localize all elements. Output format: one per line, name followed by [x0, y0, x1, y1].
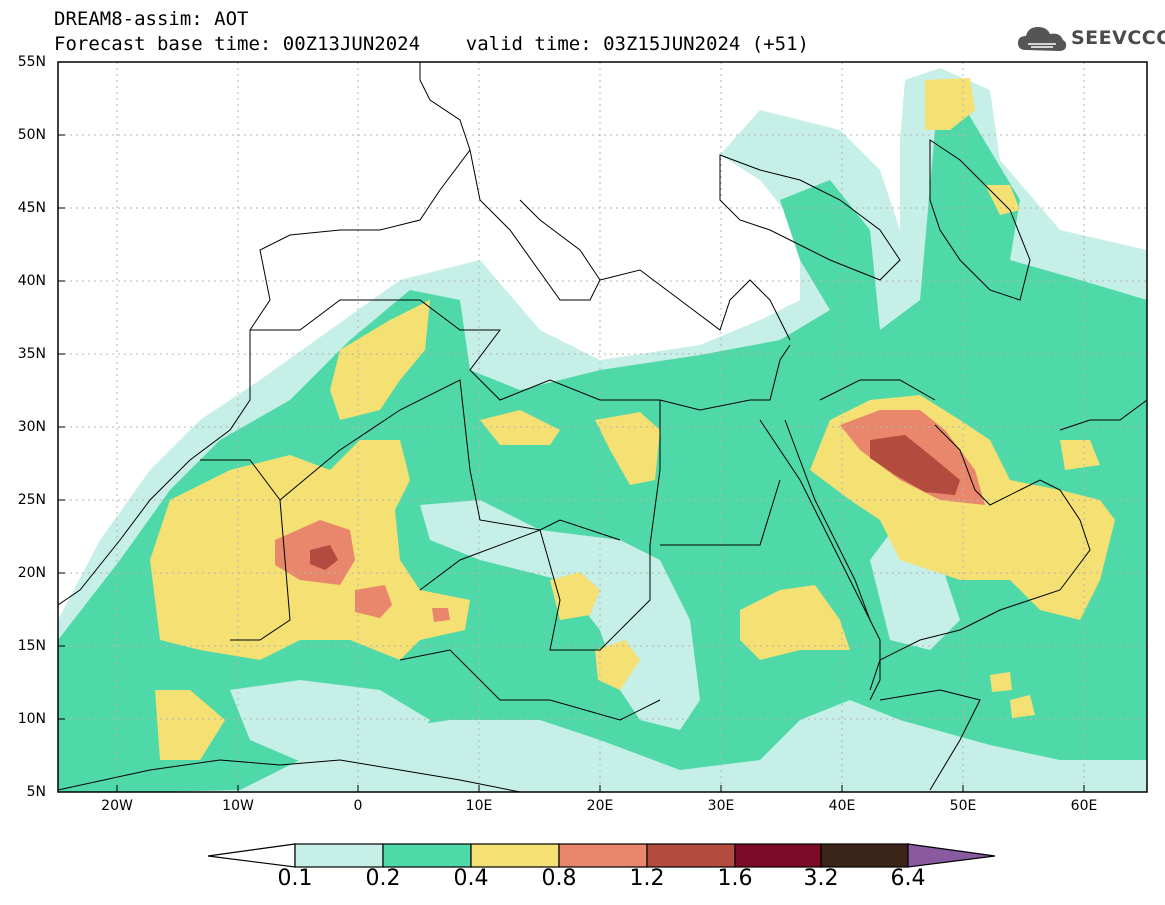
graticule	[58, 62, 1147, 792]
colorbar-label: 0.2	[365, 866, 401, 891]
colorbar-segment	[470, 843, 560, 868]
colorbar-segment	[382, 843, 472, 868]
lat-label: 15N	[17, 638, 46, 654]
aot-band-yellow	[595, 640, 640, 690]
axis-ticks	[58, 61, 1085, 793]
lat-label: 10N	[17, 711, 46, 727]
aot-band-yellow	[740, 585, 850, 660]
colorbar-low-arrow	[207, 843, 296, 868]
lat-label: 25N	[17, 492, 46, 508]
aot-band-darkred	[310, 545, 338, 570]
aot-band-yellow	[990, 672, 1012, 692]
aot-band-yellow	[595, 412, 660, 485]
colorbar-label: 6.4	[890, 866, 926, 891]
lat-label: 30N	[17, 419, 46, 435]
lat-label: 20N	[17, 565, 46, 581]
aot-band-salmon	[355, 585, 392, 618]
lon-label: 10W	[222, 798, 254, 814]
colorbar-segment	[820, 843, 909, 868]
logo-text: SEEVCCC	[1071, 27, 1165, 49]
lat-label: 35N	[17, 346, 46, 362]
lat-label: 50N	[17, 127, 46, 143]
lat-label: 5N	[26, 784, 46, 800]
colorbar	[207, 843, 996, 868]
lon-label: 40E	[828, 798, 856, 814]
lon-label: 50E	[949, 798, 977, 814]
lat-label: 40N	[17, 273, 46, 289]
aot-band-yellow	[985, 185, 1020, 215]
colorbar-segment	[294, 843, 384, 868]
aot-band-salmon	[432, 608, 450, 622]
lon-label: 30E	[707, 798, 735, 814]
lon-label: 20W	[101, 798, 133, 814]
lat-label: 55N	[17, 54, 46, 70]
colorbar-segment	[558, 843, 648, 868]
seevccc-logo: SEEVCCC	[1016, 22, 1165, 58]
lon-label: 10E	[465, 798, 493, 814]
aot-band-yellow	[1010, 695, 1035, 718]
colorbar-label: 0.4	[453, 866, 489, 891]
colorbar-segment	[646, 843, 736, 868]
colorbar-high-arrow	[907, 843, 996, 868]
aot-field	[58, 68, 1147, 792]
colorbar-segment	[734, 843, 822, 868]
cloud-icon	[1018, 27, 1067, 51]
aot-band-yellow	[1060, 440, 1100, 470]
aot-patch-light	[870, 520, 960, 650]
aot-band-yellow	[550, 572, 600, 620]
aot-patch-light	[230, 680, 430, 770]
aot-band-darkred	[870, 435, 960, 495]
colorbar-label: 3.2	[803, 866, 839, 891]
aot-band-yellow	[330, 300, 430, 420]
aot-band-yellow	[155, 690, 225, 760]
lon-label: 20E	[586, 798, 614, 814]
colorbar-label: 0.8	[541, 866, 577, 891]
chart-title: DREAM8-assim: AOT	[54, 8, 249, 30]
colorbar-label: 1.6	[717, 866, 753, 891]
lat-label: 45N	[17, 200, 46, 216]
coastlines	[58, 62, 1147, 792]
forecast-time-subtitle: Forecast base time: 00Z13JUN2024 valid t…	[54, 33, 809, 55]
lon-label: 0	[353, 798, 363, 814]
colorbar-label: 1.2	[629, 866, 665, 891]
lon-label: 60E	[1070, 798, 1098, 814]
colorbar-label: 0.1	[277, 866, 313, 891]
